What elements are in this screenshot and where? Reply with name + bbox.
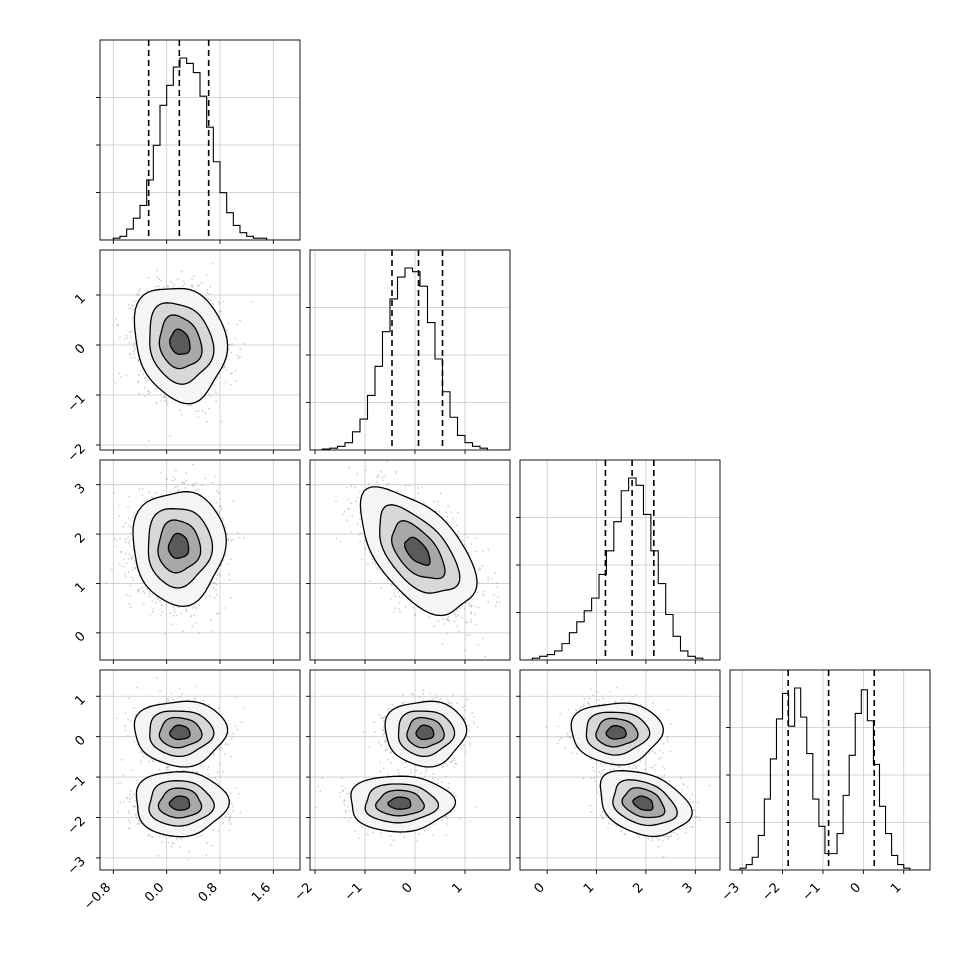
density-contour bbox=[169, 328, 191, 355]
x-tick-label: −3 bbox=[719, 880, 743, 904]
x-tick-label: 0.0 bbox=[142, 880, 167, 905]
panel-border bbox=[519, 669, 721, 871]
histogram-step bbox=[524, 477, 718, 660]
x-tick-label: −2 bbox=[292, 880, 316, 904]
panel-border bbox=[729, 669, 931, 871]
density-contour bbox=[605, 724, 627, 740]
hist-panel-2 bbox=[516, 459, 721, 664]
panel-border bbox=[519, 459, 721, 661]
y-tick-label: 0 bbox=[72, 629, 88, 645]
y-tick-label: −1 bbox=[65, 773, 89, 797]
y-tick-label: 3 bbox=[72, 481, 88, 497]
scatter-panel-1-3: −2 −1 0 1 bbox=[292, 669, 511, 904]
y-tick-label: −3 bbox=[65, 854, 89, 878]
density-contour bbox=[415, 724, 435, 741]
histogram-step bbox=[100, 57, 300, 240]
x-tick-label: 0 bbox=[532, 880, 548, 896]
panel-border bbox=[99, 39, 301, 241]
panel-border bbox=[99, 249, 301, 451]
y-tick-label: 2 bbox=[72, 530, 88, 546]
hist-panel-3: −3 −2 −1 0 1 bbox=[719, 669, 931, 904]
density-contour bbox=[167, 532, 190, 560]
x-tick-label: 2 bbox=[630, 880, 646, 896]
x-tick-label: −0.8 bbox=[81, 880, 114, 913]
density-contour bbox=[168, 795, 191, 811]
y-tick-label: −2 bbox=[65, 814, 89, 838]
y-tick-label: −2 bbox=[65, 441, 89, 465]
panel-border bbox=[309, 669, 511, 871]
panel-border bbox=[99, 669, 301, 871]
y-tick-label: 0 bbox=[72, 733, 88, 749]
x-tick-label: 1.6 bbox=[249, 880, 274, 905]
hist-panel-0 bbox=[96, 39, 301, 244]
histogram-step bbox=[315, 267, 510, 450]
histogram-step bbox=[734, 687, 928, 870]
x-tick-label: 1 bbox=[449, 880, 465, 896]
density-contour bbox=[403, 536, 431, 566]
x-tick-label: 3 bbox=[680, 880, 696, 896]
x-tick-label: 0.8 bbox=[196, 880, 221, 905]
y-tick-label: 1 bbox=[72, 692, 88, 708]
x-tick-label: 1 bbox=[581, 880, 597, 896]
hist-panel-1 bbox=[306, 249, 511, 454]
x-tick-label: −1 bbox=[342, 880, 366, 904]
density-contour bbox=[387, 796, 412, 810]
x-tick-label: −1 bbox=[800, 880, 824, 904]
x-tick-label: 0 bbox=[848, 880, 864, 896]
y-tick-label: 0 bbox=[72, 341, 88, 357]
y-tick-label: −1 bbox=[65, 391, 89, 415]
density-contour bbox=[632, 795, 654, 812]
x-tick-label: 1 bbox=[888, 880, 904, 896]
scatter-panel-2-3: 0 1 2 3 bbox=[516, 669, 721, 897]
x-tick-label: −2 bbox=[759, 880, 783, 904]
scatter-panel-1-2 bbox=[306, 459, 511, 664]
scatter-panel-0-1: −2 −1 0 1 bbox=[65, 249, 301, 465]
x-tick-label: 0 bbox=[399, 880, 415, 896]
scatter-panel-0-3: −0.8 0.0 0.8 1.6 −3 −2 −1 0 1 bbox=[65, 669, 301, 913]
y-tick-label: 1 bbox=[72, 291, 88, 307]
scatter-panel-0-2: 0 1 2 3 bbox=[72, 459, 301, 664]
panel-border bbox=[99, 459, 301, 661]
y-tick-label: 1 bbox=[72, 580, 88, 596]
density-contour bbox=[169, 724, 191, 741]
panel-border bbox=[309, 249, 511, 451]
panel-border bbox=[309, 459, 511, 661]
